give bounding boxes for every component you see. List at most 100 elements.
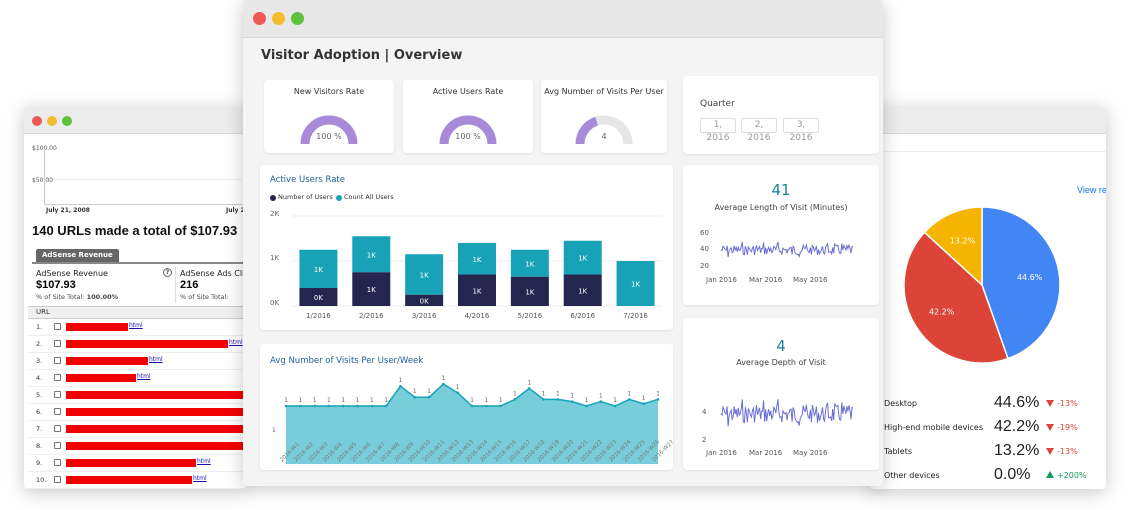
revenue-date-label: July 2	[226, 207, 245, 214]
close-window-button[interactable]	[32, 116, 42, 126]
url-redacted-bar	[66, 425, 246, 433]
data-label: 1	[585, 397, 589, 404]
table-row[interactable]: 4. html	[28, 370, 246, 387]
legend-device-name: Tablets	[884, 447, 912, 456]
url-link[interactable]: html	[129, 322, 143, 329]
maximize-window-button[interactable]	[62, 116, 72, 126]
maximize-window-button[interactable]	[291, 12, 304, 25]
x-tick: May 2016	[793, 449, 828, 457]
data-label: 1	[484, 397, 488, 404]
open-link-icon[interactable]	[54, 425, 61, 432]
minimize-window-button[interactable]	[47, 116, 57, 126]
legend-row: Tablets 13.2% -13%	[870, 441, 1106, 463]
table-row[interactable]: 7.	[28, 421, 246, 438]
kpi-active-users-rate: Active Users Rate 100 %	[403, 80, 533, 153]
table-row[interactable]: 8.	[28, 438, 246, 455]
data-point	[384, 404, 388, 408]
revenue-chart-gridline	[44, 179, 246, 180]
main-window-titlebar	[243, 0, 883, 38]
minimize-window-button[interactable]	[272, 12, 285, 25]
chart-title: Active Users Rate	[270, 175, 345, 185]
help-icon[interactable]: ?	[163, 268, 172, 277]
x-tick-label: 6/2016	[570, 312, 595, 320]
y-tick: 2	[702, 436, 707, 444]
data-label: 1	[527, 379, 531, 386]
data-label: 1	[441, 375, 445, 382]
data-point	[399, 384, 402, 388]
row-number: 9.	[36, 459, 43, 467]
revenue-ytick: $50.00	[32, 177, 53, 184]
open-link-icon[interactable]	[54, 408, 61, 415]
legend-device-name: High-end mobile devices	[884, 423, 984, 432]
url-link[interactable]: html	[149, 356, 163, 363]
data-label: 1	[570, 393, 574, 400]
open-link-icon[interactable]	[54, 357, 61, 364]
x-tick: Jan 2016	[706, 276, 737, 284]
table-row[interactable]: 1. html	[28, 319, 246, 336]
url-redacted-bar	[66, 408, 246, 416]
avg-length-label: Average Length of Visit (Minutes)	[714, 203, 848, 212]
bar-data-label: 1K	[367, 251, 376, 259]
table-row[interactable]: 6.	[28, 404, 246, 421]
table-row[interactable]: 5.	[28, 387, 246, 404]
adsense-revenue-tab[interactable]: AdSense Revenue	[36, 249, 119, 262]
pie-slice-label: 42.2%	[929, 308, 955, 317]
table-row[interactable]: 3. html	[28, 353, 246, 370]
revenue-date-label: July 21, 2008	[46, 207, 90, 214]
pie-slice	[923, 206, 983, 287]
table-row[interactable]: 10. html	[28, 472, 246, 489]
legend-delta: -19%	[1057, 423, 1078, 432]
bar-number-of-users	[405, 294, 444, 306]
y-tick: 4	[702, 408, 707, 416]
data-label: 1	[556, 390, 560, 397]
avg-depth-value: 4	[776, 337, 786, 355]
quarter-option-2[interactable]: 2, 2016	[741, 118, 777, 143]
avg-length-sparkline	[720, 241, 854, 259]
metric-adsense-clicks-label: AdSense Ads Clic	[180, 269, 246, 278]
data-point	[413, 395, 417, 399]
legend-swatch-number-of-users	[270, 195, 276, 201]
open-link-icon[interactable]	[54, 374, 61, 381]
table-row[interactable]: 9. html	[28, 455, 246, 472]
x-tick: May 2016	[793, 276, 828, 284]
quarter-option-1[interactable]: 1, 2016	[700, 118, 736, 143]
data-point	[513, 398, 517, 401]
kpi-new-visitors-rate: New Visitors Rate 100 %	[264, 80, 394, 153]
y-tick: 60	[700, 229, 709, 237]
url-column-header: URL	[36, 308, 50, 316]
open-link-icon[interactable]	[54, 476, 61, 483]
report-tab-strip	[32, 262, 246, 264]
bar-count-all-users	[616, 261, 655, 306]
open-link-icon[interactable]	[54, 323, 61, 330]
url-link[interactable]: html	[229, 339, 243, 346]
data-point	[427, 395, 431, 399]
open-link-icon[interactable]	[54, 340, 61, 347]
close-window-button[interactable]	[253, 12, 266, 25]
open-link-icon[interactable]	[54, 459, 61, 466]
open-link-icon[interactable]	[54, 391, 61, 398]
view-report-link[interactable]: View re	[1077, 185, 1106, 195]
url-link[interactable]: html	[137, 373, 151, 380]
url-redacted-bar	[66, 442, 246, 450]
avg-length-value: 41	[771, 181, 791, 199]
data-label: 1	[613, 397, 617, 404]
data-point	[327, 404, 331, 408]
data-label: 1	[298, 397, 302, 404]
metric-adsense-revenue-label: AdSense Revenue	[36, 269, 108, 278]
x-tick: Jan 2016	[706, 449, 737, 457]
metric-site-total-label: % of Site Total: 100.00%	[36, 293, 119, 301]
quarter-option-3[interactable]: 3, 2016	[783, 118, 819, 143]
x-tick-label: 7/2016	[623, 312, 648, 320]
open-link-icon[interactable]	[54, 442, 61, 449]
kpi-gauge	[300, 115, 358, 145]
url-link[interactable]: html	[197, 458, 211, 465]
sparkline-series	[720, 241, 854, 259]
data-point	[613, 404, 617, 408]
avg-length-card: 41 Average Length of Visit (Minutes) 60 …	[683, 165, 879, 305]
data-point	[485, 404, 488, 408]
arrow-down-icon	[1046, 400, 1054, 407]
url-link[interactable]: html	[193, 475, 207, 482]
bar-number-of-users	[299, 288, 338, 306]
table-row[interactable]: 2. html	[28, 336, 246, 353]
url-redacted-bar	[66, 391, 246, 399]
